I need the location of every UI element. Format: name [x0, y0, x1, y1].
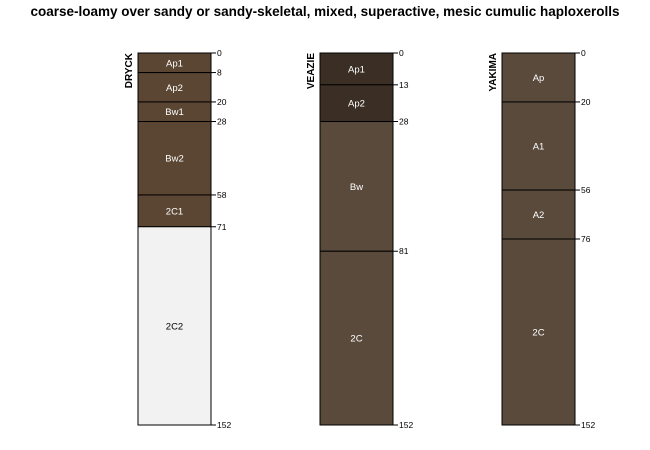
horizon-a2 — [501, 189, 576, 240]
profile-name: VEAZIE — [306, 53, 317, 89]
depth-label: 8 — [217, 68, 222, 78]
depth-label: 152 — [581, 420, 595, 430]
horizon-2c — [319, 250, 394, 426]
depth-label: 81 — [399, 246, 409, 256]
depth-label: 152 — [217, 420, 231, 430]
horizon-bw — [319, 121, 394, 252]
depth-label: 71 — [217, 222, 227, 232]
horizon-label: 2C — [532, 328, 544, 339]
depth-label: 152 — [399, 420, 413, 430]
horizon-label: Bw — [350, 182, 363, 193]
horizon-label: Bw1 — [165, 107, 183, 118]
horizon-ap — [501, 52, 576, 103]
horizon-bw2 — [137, 121, 212, 196]
profile-name: YAKIMA — [488, 53, 499, 92]
horizon-label: A2 — [533, 210, 545, 221]
horizon-label: Bw2 — [165, 154, 183, 165]
horizon-label: Ap1 — [348, 64, 365, 75]
horizon-2c2 — [137, 226, 212, 426]
horizon-ap2 — [137, 72, 212, 103]
depth-label: 58 — [217, 190, 227, 200]
profile-dryck: DRYCK Ap1 Ap2 Bw1 Bw2 2C1 2C2 0 8 20 28 58 71 152 — [124, 48, 231, 430]
horizon-ap1 — [319, 52, 394, 86]
horizon-label: Ap — [533, 73, 545, 84]
horizon-a1 — [501, 101, 576, 191]
depth-label: 20 — [217, 97, 227, 107]
horizon-label: 2C1 — [166, 206, 183, 217]
depth-label: 20 — [581, 97, 591, 107]
depth-label: 76 — [581, 234, 591, 244]
depth-label: 56 — [581, 185, 591, 195]
horizon-label: 2C2 — [166, 321, 183, 332]
profile-yakima: YAKIMA Ap A1 A2 2C 0 20 56 76 152 — [488, 48, 595, 430]
horizon-label: Ap1 — [166, 58, 183, 69]
horizon-2c1 — [137, 194, 212, 228]
figure-title: coarse-loamy over sandy or sandy-skeleta… — [30, 4, 619, 19]
depth-label: 0 — [581, 48, 586, 58]
horizon-2c — [501, 238, 576, 426]
horizon-label: A1 — [533, 142, 545, 153]
depth-label: 13 — [399, 80, 409, 90]
horizon-label: Ap2 — [348, 99, 365, 110]
profile-veazie: VEAZIE Ap1 Ap2 Bw 2C 0 13 28 81 152 — [306, 48, 413, 430]
depth-label: 28 — [399, 117, 409, 127]
profile-name: DRYCK — [124, 52, 135, 88]
horizon-label: 2C — [350, 334, 362, 345]
depth-label: 28 — [217, 117, 227, 127]
profiles-group: DRYCK Ap1Ap2Bw1Bw22C12C20820285871152VEAZ… — [124, 48, 595, 430]
horizon-label: Ap2 — [166, 83, 183, 94]
depth-label: 0 — [399, 48, 404, 58]
depth-label: 0 — [217, 48, 222, 58]
